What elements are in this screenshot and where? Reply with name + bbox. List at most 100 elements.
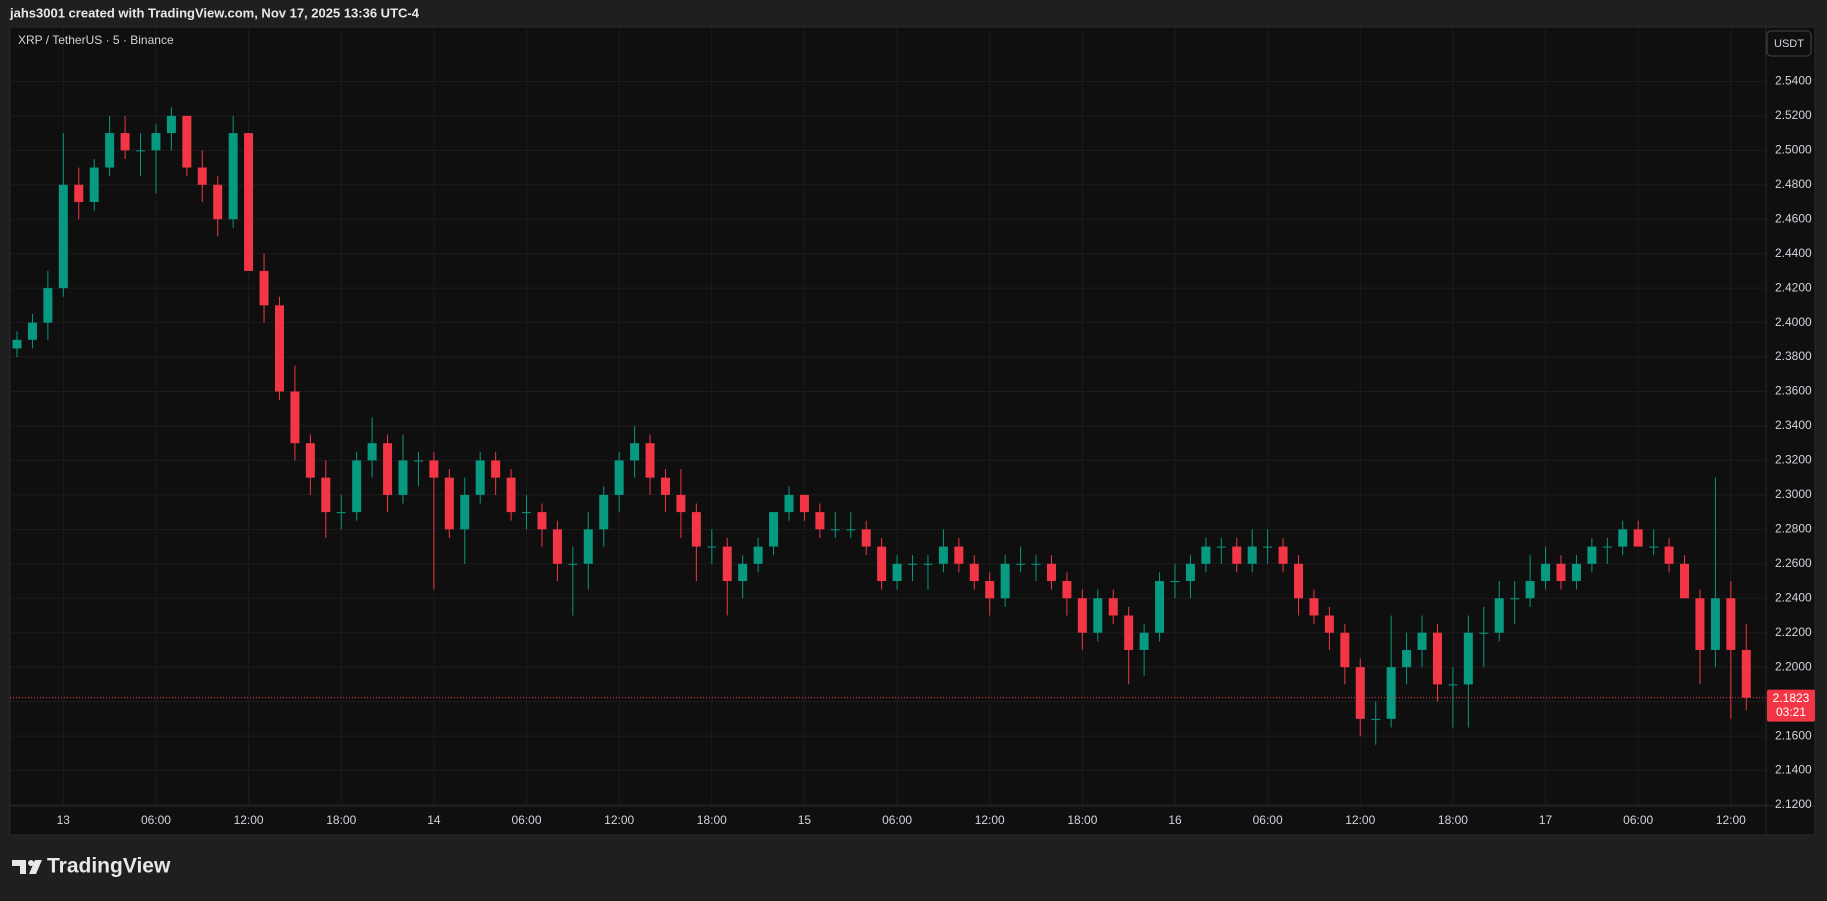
candle-body [537,512,547,530]
chart-panel [9,26,1816,836]
candle-body [753,546,763,564]
candle-body [1216,546,1226,548]
x-tick-label: 16 [1168,813,1182,827]
candle-body [27,322,37,340]
currency-button[interactable] [1766,30,1812,57]
candle-body [583,529,593,564]
y-tick-label: 2.3400 [1775,418,1812,432]
header-text: jahs3001 created with TradingView.com, N… [9,5,420,20]
last-price-label: 2.1823 [1773,691,1810,705]
x-tick-label: 06:00 [512,813,542,827]
candle-body [1232,546,1242,564]
x-tick-label: 18:00 [697,813,727,827]
logo-icon [12,860,26,874]
candle-body [1726,598,1736,650]
candle-body [352,460,362,513]
candle-body [336,512,346,514]
x-tick-label: 12:00 [975,813,1005,827]
y-tick-label: 2.1600 [1775,728,1812,742]
candle-body [1062,581,1072,599]
candle-body [938,546,948,564]
candle-body [12,339,22,349]
candle-body [522,512,532,514]
x-tick-label: 12:00 [234,813,264,827]
candle-body [1294,563,1304,599]
x-tick-label: 17 [1539,813,1553,827]
candle-body [259,270,269,306]
candle-body [43,288,53,323]
y-tick-label: 2.4800 [1775,177,1812,191]
candle-body [1046,563,1056,582]
candle-body [105,133,115,168]
candle-body [475,460,485,495]
y-tick-label: 2.2000 [1775,659,1812,673]
candle-body [1093,598,1103,633]
logo-icon [28,860,34,866]
candle-body [1695,598,1705,650]
y-tick-label: 2.3600 [1775,384,1812,398]
candle-body [1680,563,1690,599]
candle-body [1649,546,1659,548]
x-tick-label: 06:00 [882,813,912,827]
candle-body [568,563,578,565]
candle-body [1185,563,1195,582]
candle-body [1371,718,1381,720]
y-tick-label: 2.3800 [1775,349,1812,363]
candle-body [120,133,130,151]
candle-body [136,150,146,152]
y-tick-label: 2.2400 [1775,590,1812,604]
y-tick-label: 2.5400 [1775,74,1812,88]
candle-body [74,184,84,203]
candle-body [1587,546,1597,564]
candle-body [908,563,918,565]
candle-body [1386,667,1396,719]
candle-body [1170,581,1180,583]
candle-body [1541,563,1551,582]
y-tick-label: 2.3000 [1775,487,1812,501]
candle-body [244,133,254,271]
candle-body [305,443,315,478]
candle-body [1463,632,1473,685]
candle-body [722,546,732,582]
candle-body [151,133,161,151]
candle-body [1448,684,1458,686]
candle-body [197,167,207,185]
candle-body [89,167,99,203]
candle-body [630,443,640,461]
candle-body [1340,632,1350,668]
candle-body [1664,546,1674,564]
candle-body [1741,649,1751,698]
x-tick-label: 18:00 [1067,813,1097,827]
y-tick-label: 2.4600 [1775,211,1812,225]
candle-body [506,477,516,513]
logo-icon [29,860,42,874]
candle-body [1432,632,1442,685]
tradingview-logo: TradingView [12,855,171,878]
y-tick-label: 2.1200 [1775,797,1812,811]
y-tick-label: 2.4400 [1775,246,1812,260]
candle-body [599,494,609,530]
y-tick-label: 2.2200 [1775,625,1812,639]
currency-label[interactable]: USDT [1774,38,1804,50]
candle-body [985,581,995,599]
y-tick-label: 2.3200 [1775,453,1812,467]
x-tick-label: 12:00 [1345,813,1375,827]
candle-body [738,563,748,582]
candle-body [969,563,979,582]
y-tick-label: 2.1400 [1775,763,1812,777]
candle-body [1309,598,1319,616]
y-tick-label: 2.4000 [1775,315,1812,329]
y-tick-label: 2.2600 [1775,556,1812,570]
candle-body [1355,667,1365,719]
candle-body [645,443,655,478]
x-tick-label: 06:00 [141,813,171,827]
candle-body [367,443,377,461]
candle-body [1571,563,1581,582]
x-tick-label: 06:00 [1623,813,1653,827]
y-tick-label: 2.5000 [1775,142,1812,156]
candle-body [1016,563,1026,565]
candle-body [213,184,223,220]
candle-body [166,115,176,134]
candle-body [784,494,794,513]
candle-body [815,512,825,530]
